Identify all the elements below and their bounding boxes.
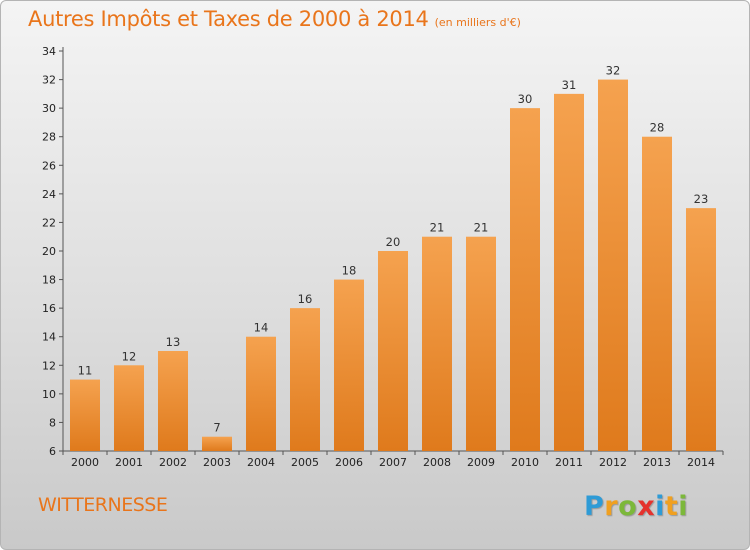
bar [510,108,540,452]
bar [466,236,496,451]
y-tick-label: 24 [42,188,56,201]
x-tick-label: 2009 [467,456,495,469]
logo-letter: P [584,491,605,522]
chart-subtitle: (en milliers d'€) [434,16,521,29]
x-tick-label: 2012 [599,456,627,469]
bar [378,251,408,451]
bar-value-label: 32 [606,64,621,78]
chart-title: Autres Impôts et Taxes de 2000 à 2014 (en… [28,7,521,31]
x-tick-label: 2007 [379,456,407,469]
bar-value-label: 18 [342,264,357,278]
x-tick-label: 2014 [687,456,715,469]
bar-value-label: 11 [78,364,93,378]
bar-value-label: 13 [166,335,181,349]
y-tick-label: 32 [42,74,56,87]
x-tick-label: 2011 [555,456,583,469]
x-tick-label: 2002 [159,456,187,469]
bar-value-label: 16 [298,292,313,306]
bar [158,351,188,451]
bar [422,236,452,451]
x-tick-label: 2010 [511,456,539,469]
bar [114,365,144,451]
y-tick-label: 18 [42,274,56,287]
x-tick-label: 2006 [335,456,363,469]
x-tick-label: 2004 [247,456,275,469]
logo-letter: r [604,491,619,522]
bar [334,279,364,451]
x-tick-label: 2000 [71,456,99,469]
bar [554,93,584,451]
y-tick-label: 26 [42,159,56,172]
y-tick-label: 22 [42,216,56,229]
bar-value-label: 23 [694,192,709,206]
x-tick-label: 2001 [115,456,143,469]
commune-name: WITTERNESSE [38,494,168,516]
x-tick-label: 2003 [203,456,231,469]
bar-value-label: 28 [650,121,665,135]
logo-letter: i [655,491,665,522]
y-tick-label: 20 [42,245,56,258]
bar [686,208,716,451]
y-tick-label: 16 [42,302,56,315]
y-tick-label: 30 [42,102,56,115]
logo-letter: o [618,491,638,522]
bar-value-label: 21 [474,221,489,235]
bar [202,436,232,451]
bar-value-label: 21 [430,221,445,235]
y-tick-label: 34 [42,45,56,58]
x-tick-label: 2013 [643,456,671,469]
bar-value-label: 31 [562,78,577,92]
y-tick-label: 14 [42,331,56,344]
bar [598,79,628,452]
proxiti-logo: Proxiti [584,491,688,522]
bar [642,136,672,451]
bar [290,308,320,451]
logo-letter: x [637,491,656,522]
y-tick-label: 10 [42,388,56,401]
bar-value-label: 7 [213,421,220,435]
logo-letter: t [664,491,679,522]
x-tick-label: 2005 [291,456,319,469]
y-tick-label: 28 [42,131,56,144]
bar-value-label: 12 [122,349,137,363]
bar-value-label: 20 [386,235,401,249]
bar-value-label: 14 [254,321,269,335]
bar-value-label: 30 [518,92,533,106]
x-tick-label: 2008 [423,456,451,469]
y-tick-label: 6 [49,445,56,458]
bar [246,336,276,451]
logo-letter: i [678,491,689,522]
chart-title-text: Autres Impôts et Taxes de 2000 à 2014 [28,7,429,31]
y-tick-label: 8 [49,416,56,429]
y-tick-label: 12 [42,359,56,372]
bar [70,379,100,451]
